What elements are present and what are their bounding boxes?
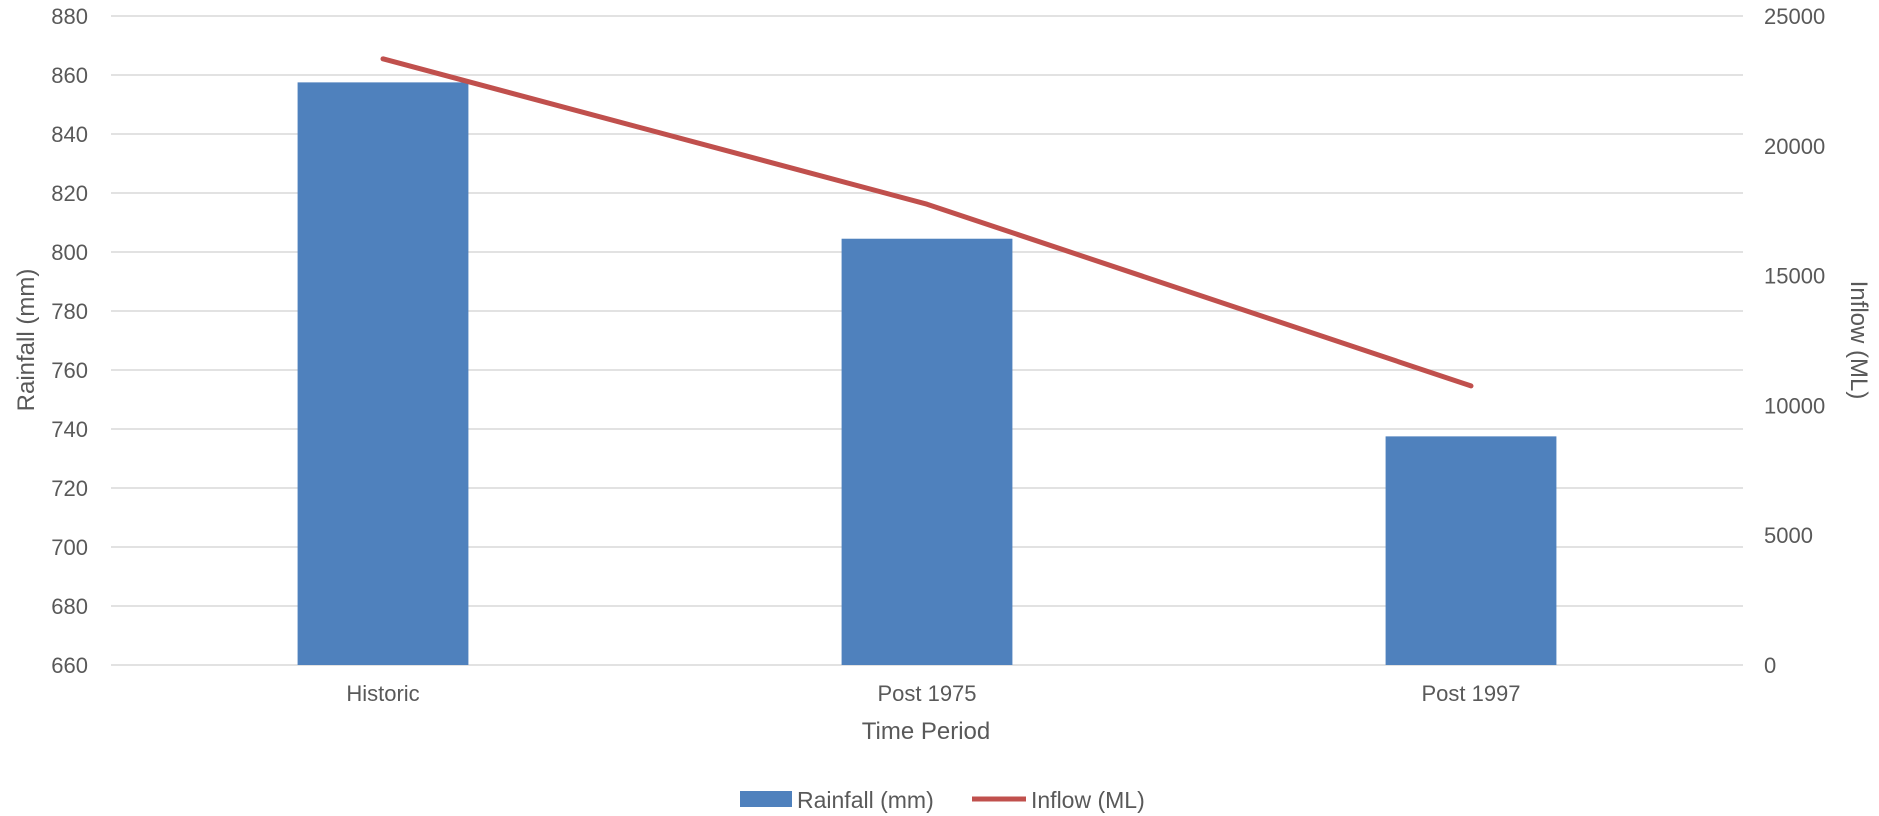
left-tick-label: 760 [51,358,88,383]
right-tick-label: 15000 [1764,264,1825,289]
legend-swatch-rainfall [740,791,792,807]
left-tick-label: 880 [51,4,88,29]
bar [841,238,1013,665]
x-tick-label: Historic [346,681,419,706]
right-tick-label: 0 [1764,653,1776,678]
x-tick-label: Post 1975 [877,681,976,706]
left-tick-label: 700 [51,535,88,560]
right-tick-label: 20000 [1764,134,1825,159]
category-axis-ticks: Historic Post 1975 Post 1997 [346,681,1520,706]
line-series-inflow [380,56,1474,389]
x-tick-label: Post 1997 [1421,681,1520,706]
legend-label-inflow: Inflow (ML) [1031,787,1145,813]
left-tick-label: 660 [51,653,88,678]
left-tick-label: 820 [51,181,88,206]
left-tick-label: 780 [51,299,88,324]
left-tick-label: 740 [51,417,88,442]
left-tick-label: 860 [51,63,88,88]
left-axis-title: Rainfall (mm) [13,269,40,412]
x-axis-title: Time Period [862,718,990,745]
right-tick-label: 5000 [1764,523,1813,548]
bar-series-rainfall [297,82,1557,665]
bar [297,82,469,665]
right-tick-label: 10000 [1764,393,1825,418]
left-tick-label: 720 [51,476,88,501]
bar [1385,436,1557,665]
left-axis-ticks: 660 680 700 720 740 760 780 800 820 840 860 880 [51,4,88,678]
left-tick-label: 680 [51,594,88,619]
series-line [380,56,1474,389]
left-tick-label: 800 [51,240,88,265]
right-axis-ticks: 0 5000 10000 15000 20000 25000 [1764,4,1825,678]
right-tick-label: 25000 [1764,4,1825,29]
left-tick-label: 840 [51,122,88,147]
legend: Rainfall (mm) Inflow (ML) [740,787,1145,813]
legend-label-rainfall: Rainfall (mm) [797,787,934,813]
right-axis-title: Inflow (ML) [1845,281,1872,400]
